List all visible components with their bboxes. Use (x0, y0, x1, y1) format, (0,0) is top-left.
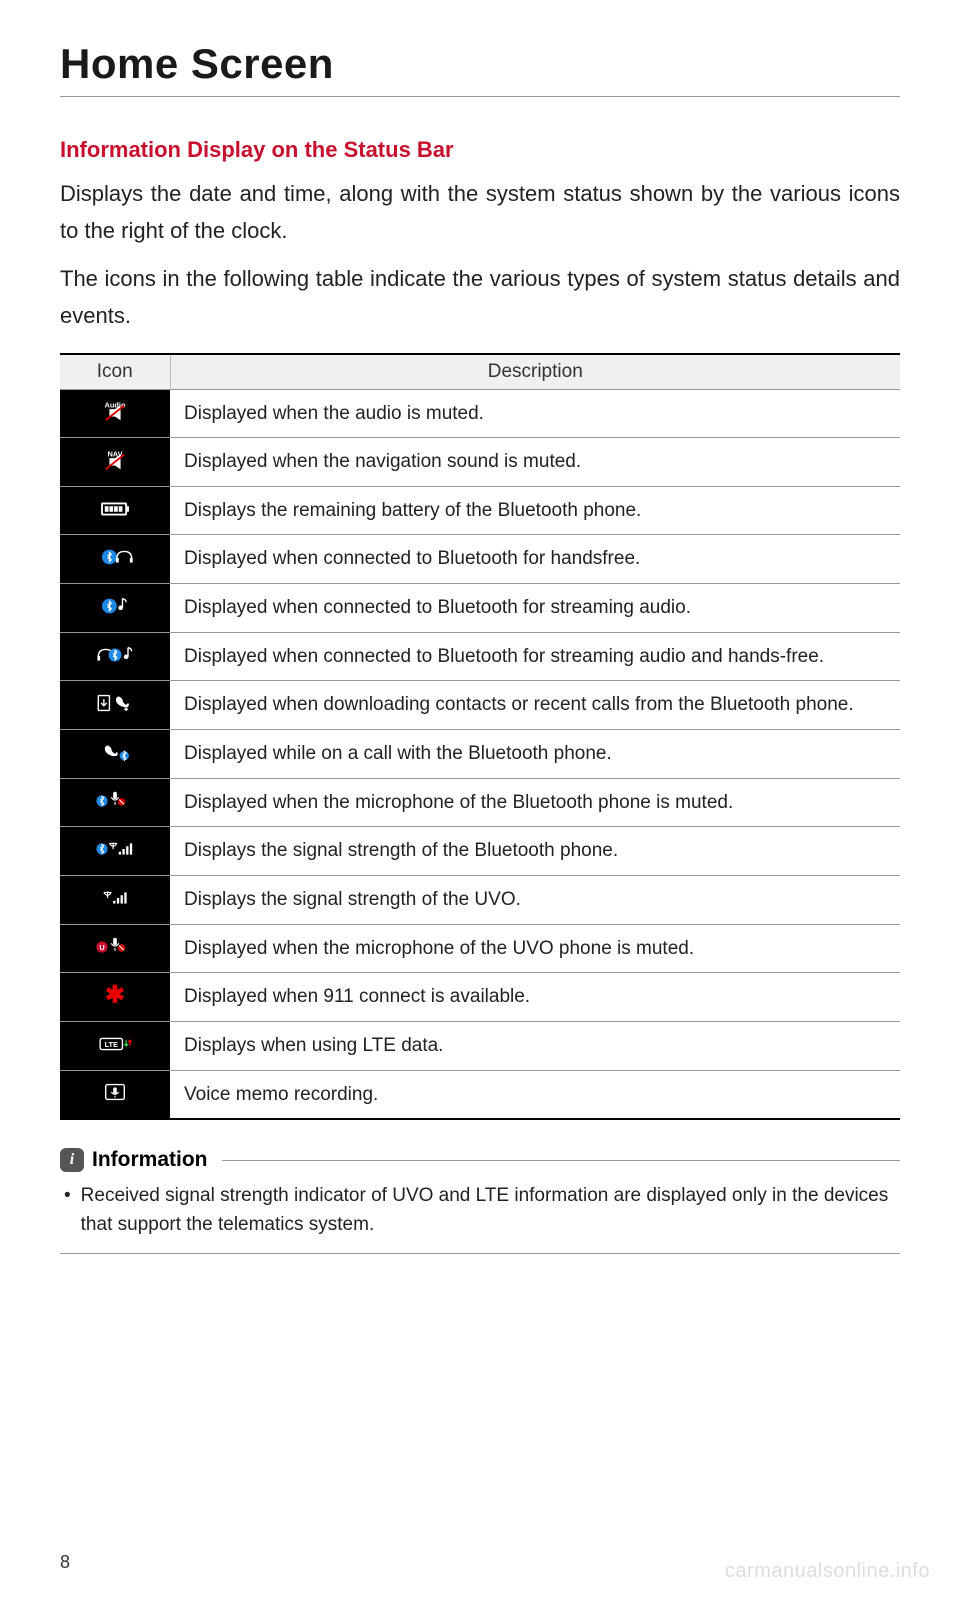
table-row: Displays the signal strength of the UVO. (60, 875, 900, 924)
information-header: i Information (60, 1148, 900, 1172)
paragraph-2: The icons in the following table indicat… (60, 260, 900, 335)
voice-memo-icon (60, 1070, 170, 1119)
download-contacts-icon (60, 681, 170, 730)
911-icon: ✱ (60, 973, 170, 1022)
icon-description: Displayed when downloading contacts or r… (170, 681, 900, 730)
information-bullet: • Received signal strength indicator of … (60, 1182, 900, 1239)
info-divider-line (222, 1160, 901, 1161)
uvo-mic-mute-icon: U (60, 924, 170, 973)
table-row: Displays the signal strength of the Blue… (60, 827, 900, 876)
table-row: Audio Displayed when the audio is muted. (60, 389, 900, 438)
table-row: ✱ Displayed when 911 connect is available… (60, 973, 900, 1022)
icon-description: Displayed when the microphone of the Blu… (170, 778, 900, 827)
title-divider (60, 96, 900, 97)
information-text: Received signal strength indicator of UV… (81, 1182, 900, 1239)
bt-handsfree-icon (60, 535, 170, 584)
svg-text:LTE: LTE (105, 1040, 118, 1049)
information-label: Information (92, 1148, 208, 1172)
icon-description: Displays the remaining battery of the Bl… (170, 486, 900, 535)
svg-text:Audio: Audio (105, 401, 126, 410)
table-row: NAVDisplayed when the navigation sound i… (60, 438, 900, 487)
icon-description: Displays the signal strength of the UVO. (170, 875, 900, 924)
bt-signal-icon (60, 827, 170, 876)
page-title: Home Screen (60, 40, 900, 88)
icon-description: Voice memo recording. (170, 1070, 900, 1119)
table-row: Displayed when downloading contacts or r… (60, 681, 900, 730)
icon-description: Displayed when 911 connect is available. (170, 973, 900, 1022)
column-header-icon: Icon (60, 354, 170, 390)
icon-description: Displayed when the microphone of the UVO… (170, 924, 900, 973)
table-row: Displayed when connected to Bluetooth fo… (60, 584, 900, 633)
icon-description: Displayed while on a call with the Bluet… (170, 730, 900, 779)
table-row: Displays the remaining battery of the Bl… (60, 486, 900, 535)
info-bottom-rule (60, 1253, 900, 1254)
watermark: carmanualsonline.info (725, 1560, 930, 1583)
table-row: Voice memo recording. (60, 1070, 900, 1119)
paragraph-1: Displays the date and time, along with t… (60, 175, 900, 250)
table-row: Displayed when connected to Bluetooth fo… (60, 632, 900, 681)
bt-audio-icon (60, 584, 170, 633)
column-header-description: Description (170, 354, 900, 390)
icon-description: Displayed when the audio is muted. (170, 389, 900, 438)
table-row: U Displayed when the microphone of the UV… (60, 924, 900, 973)
icon-description: Displays when using LTE data. (170, 1021, 900, 1070)
info-badge-icon: i (60, 1148, 84, 1172)
bt-mic-mute-icon (60, 778, 170, 827)
table-row: Displayed when connected to Bluetooth fo… (60, 535, 900, 584)
icon-description: Displayed when connected to Bluetooth fo… (170, 535, 900, 584)
battery-icon (60, 486, 170, 535)
table-row: Displayed when the microphone of the Blu… (60, 778, 900, 827)
bt-audio-hf-icon (60, 632, 170, 681)
nav-mute-icon: NAV (60, 438, 170, 487)
icon-description: Displayed when connected to Bluetooth fo… (170, 584, 900, 633)
svg-text:✱: ✱ (105, 982, 125, 1008)
uvo-signal-icon (60, 875, 170, 924)
status-icon-table: Icon Description Audio Displayed when the… (60, 353, 900, 1121)
audio-mute-icon: Audio (60, 389, 170, 438)
table-row: Displayed while on a call with the Bluet… (60, 730, 900, 779)
svg-text:U: U (99, 942, 104, 951)
icon-description: Displayed when the navigation sound is m… (170, 438, 900, 487)
on-call-icon (60, 730, 170, 779)
icon-description: Displays the signal strength of the Blue… (170, 827, 900, 876)
icon-description: Displayed when connected to Bluetooth fo… (170, 632, 900, 681)
section-heading: Information Display on the Status Bar (60, 137, 900, 163)
table-row: LTE Displays when using LTE data. (60, 1021, 900, 1070)
page-number: 8 (60, 1552, 70, 1573)
bullet-dot: • (64, 1182, 71, 1239)
lte-icon: LTE (60, 1021, 170, 1070)
